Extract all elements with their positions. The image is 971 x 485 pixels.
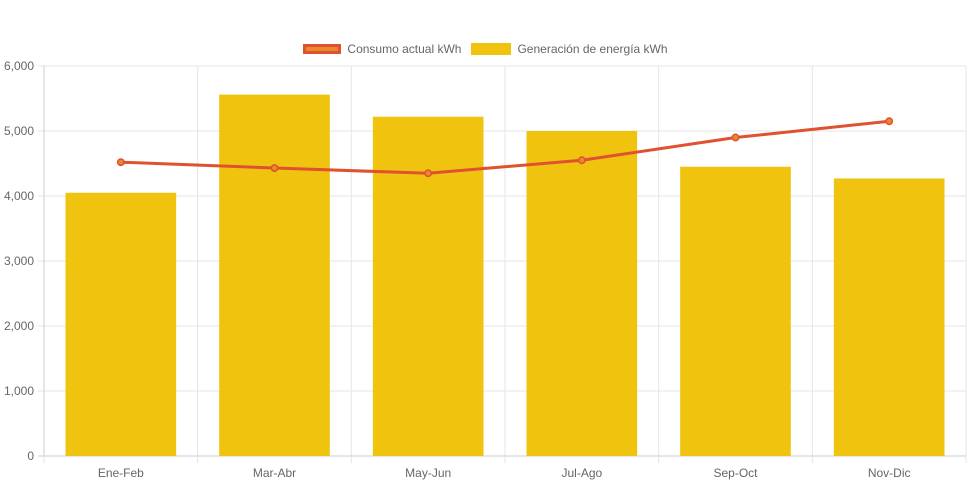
point-consumo-sep-oct bbox=[731, 133, 740, 142]
y-tick-label: 5,000 bbox=[4, 124, 34, 138]
bar-jul-ago bbox=[526, 131, 638, 456]
x-tick-label: May-Jun bbox=[405, 466, 451, 480]
y-tick-label: 3,000 bbox=[4, 254, 34, 268]
x-tick-label: Mar-Abr bbox=[253, 466, 296, 480]
y-tick-label: 2,000 bbox=[4, 319, 34, 333]
point-consumo-jul-ago bbox=[577, 156, 586, 165]
legend-swatch-generacion bbox=[471, 43, 512, 55]
bar-ene-feb bbox=[65, 192, 177, 456]
bar-nov-dic bbox=[833, 178, 945, 456]
legend-label-generacion: Generación de energía kWh bbox=[517, 42, 668, 56]
legend-item-generacion[interactable]: Generación de energía kWh bbox=[471, 42, 668, 56]
bar-may-jun bbox=[372, 116, 484, 456]
point-consumo-may-jun bbox=[424, 169, 433, 178]
point-consumo-nov-dic bbox=[885, 117, 894, 126]
line-consumo bbox=[120, 119, 890, 175]
legend-item-consumo[interactable]: Consumo actual kWh bbox=[303, 42, 461, 56]
x-tick-label: Sep-Oct bbox=[713, 466, 758, 480]
legend-swatch-consumo bbox=[303, 44, 342, 54]
y-tick-label: 4,000 bbox=[4, 189, 34, 203]
point-consumo-mar-abr bbox=[270, 164, 279, 173]
y-tick-label: 0 bbox=[27, 449, 34, 463]
chart-legend: Consumo actual kWh Generación de energía… bbox=[0, 42, 971, 56]
bar-mar-abr bbox=[219, 94, 330, 456]
y-tick-label: 6,000 bbox=[4, 59, 34, 73]
x-tick-label: Ene-Feb bbox=[98, 466, 144, 480]
x-tick-label: Jul-Ago bbox=[561, 466, 602, 480]
point-consumo-ene-feb bbox=[116, 158, 125, 167]
legend-label-consumo: Consumo actual kWh bbox=[347, 42, 462, 56]
x-tick-label: Nov-Dic bbox=[868, 466, 911, 480]
bar-sep-oct bbox=[680, 166, 791, 456]
y-tick-label: 1,000 bbox=[4, 384, 34, 398]
